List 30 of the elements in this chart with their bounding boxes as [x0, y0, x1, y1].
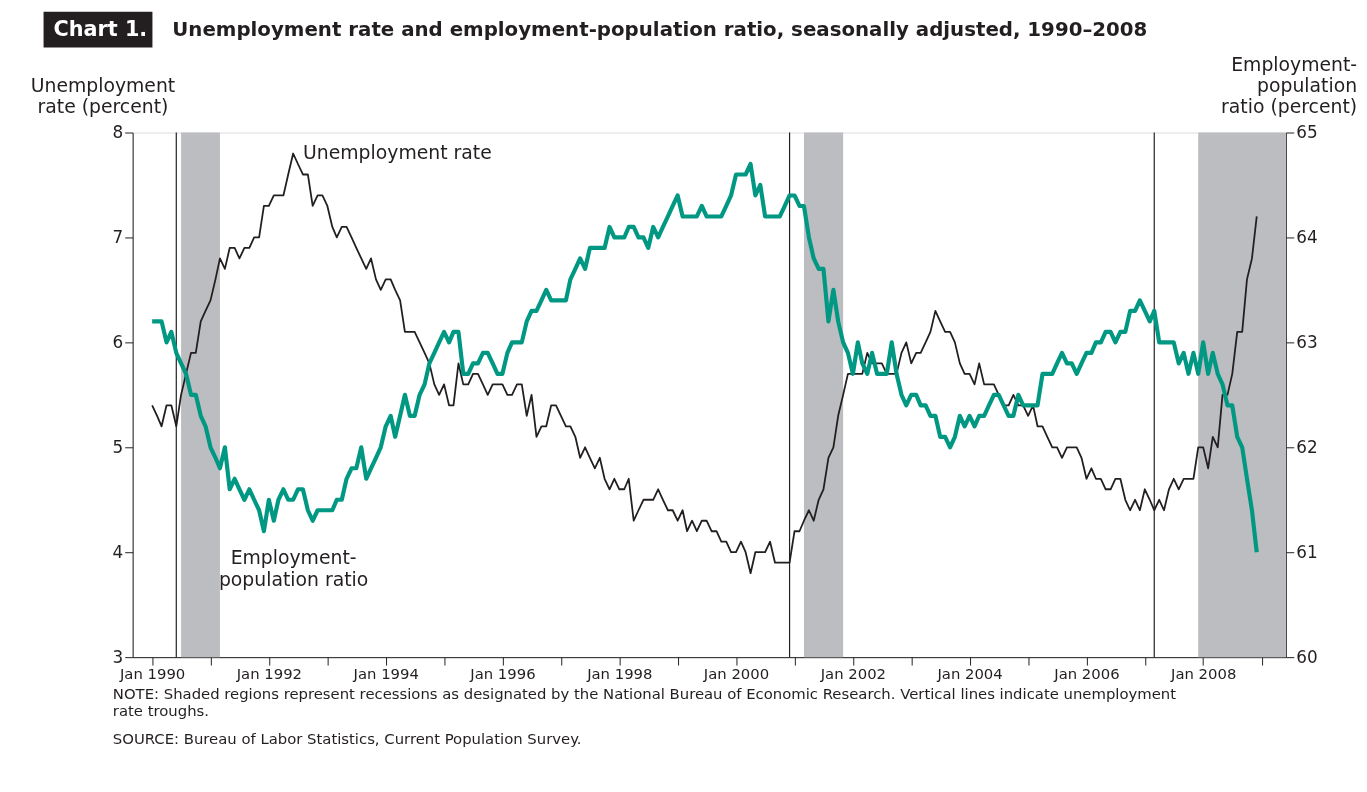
series-label: Unemployment rate	[303, 142, 492, 164]
x-tick-label: Jan 2004	[936, 665, 1003, 683]
y-tick-label: 8	[112, 121, 124, 142]
text: Employment-population ratio	[218, 546, 369, 590]
y-tick-label: 6	[112, 331, 124, 352]
chart-title: Chart 1.	[53, 16, 148, 41]
y2-tick-label: 63	[1296, 331, 1318, 352]
chart-subtitle: Unemployment rate and employment-population ratio, seasonally adjusted, 1990–2008	[172, 17, 1148, 41]
x-tick-label: Jan 2006	[1053, 665, 1120, 683]
y2-tick-label: 60	[1296, 646, 1318, 667]
x-tick-label: Jan 1992	[235, 665, 303, 683]
y2-axis-title: Employment-population ratio (percent)	[1221, 54, 1358, 117]
y2-tick-label: 62	[1296, 436, 1318, 457]
text: NOTE: Shaded regions represent recessions as designated by the National Bureau of Economic Research. Vertical lines indicate unemployment rate troughs.	[112, 684, 1177, 719]
y-tick-label: 7	[112, 226, 124, 247]
y-tick-label: 5	[112, 436, 124, 457]
x-tick-label: Jan 2000	[702, 665, 770, 683]
x-tick-label: Jan 1994	[352, 665, 419, 683]
y-tick-label: 4	[112, 541, 124, 562]
x-tick-label: Jan 2008	[1170, 665, 1237, 683]
y2-tick-label: 61	[1296, 541, 1318, 562]
x-tick-label: Jan 1990	[118, 665, 186, 683]
y2-tick-label: 64	[1296, 226, 1318, 247]
y-axis-title: Unemployment rate (percent)	[30, 74, 176, 117]
x-tick-label: Jan 1998	[586, 665, 653, 683]
y-tick-label: 3	[112, 646, 124, 667]
source-note: SOURCE: Bureau of Labor Statistics, Current Population Survey.	[112, 730, 582, 748]
x-tick-label: Jan 1996	[469, 665, 536, 683]
y2-tick-label: 65	[1296, 121, 1318, 142]
x-tick-label: Jan 2002	[819, 665, 887, 683]
